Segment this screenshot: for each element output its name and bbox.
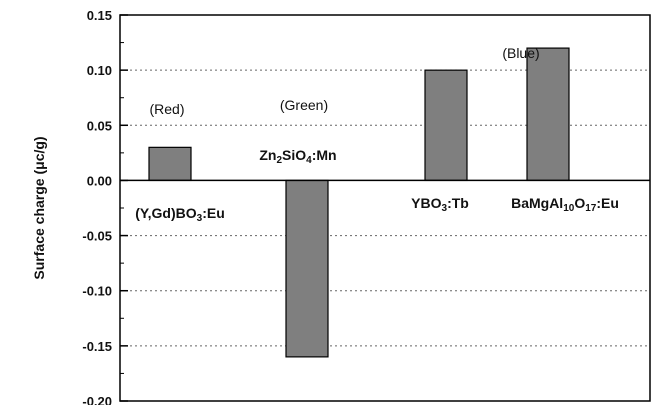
y-tick-label: 0.00 [87, 173, 112, 188]
bar [285, 179, 329, 358]
y-tick-label: 0.15 [87, 8, 112, 23]
y-tick-label: -0.15 [82, 339, 112, 354]
category-label: (Y,Gd)BO3:Eu [135, 205, 225, 224]
y-tick-label: 0.10 [87, 63, 112, 78]
bars [148, 47, 570, 358]
y-tick-label: -0.05 [82, 229, 112, 244]
category-label: Zn2SiO4:Mn [259, 147, 336, 166]
y-axis-title: Surface charge (μc/g) [31, 136, 47, 279]
category-label: BaMgAl10O17:Eu [511, 195, 619, 214]
bar [526, 47, 570, 182]
y-tick-label: -0.20 [82, 394, 112, 405]
group-label: (Red) [149, 101, 184, 117]
bar [424, 69, 468, 182]
group-label: (Green) [280, 97, 328, 113]
plot-frame [119, 14, 651, 402]
y-axis-ticks: 0.15 0.10 0.05 0.00 -0.05 -0.10 -0.15 -0.20 [82, 8, 128, 405]
y-tick-label: -0.10 [82, 284, 112, 299]
category-label: YBO3:Tb [411, 195, 469, 214]
bar [148, 146, 192, 182]
category-labels: (Y,Gd)BO3:Eu Zn2SiO4:Mn YBO3:Tb BaMgAl10O17… [135, 45, 619, 224]
y-tick-label: 0.05 [87, 118, 112, 133]
group-label: (Blue) [502, 45, 539, 61]
